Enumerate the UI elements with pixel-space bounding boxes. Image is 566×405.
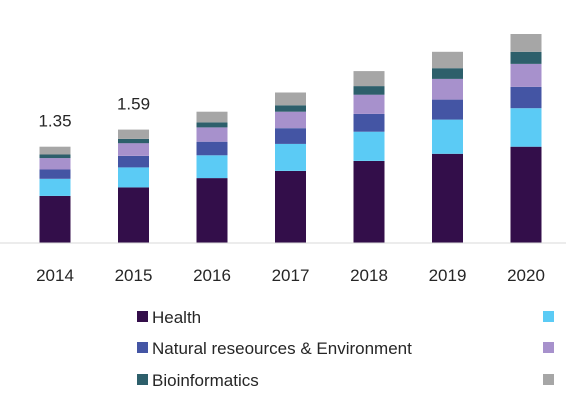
bar-segment-2014-series-3 (39, 169, 71, 179)
legend-swatch-series-5 (137, 374, 148, 385)
bar-segment-2014-series-5 (39, 154, 71, 159)
bar-segment-2018-series-5 (353, 86, 385, 95)
x-tick-label-2014: 2014 (36, 266, 74, 285)
x-tick-label-2016: 2016 (193, 266, 231, 285)
bar-segment-2016-series-3 (196, 141, 228, 156)
bar-segment-2019-series-5 (432, 68, 463, 79)
bar-segment-2015-series-1 (118, 187, 149, 243)
bar-segment-2016-series-5 (196, 122, 228, 128)
x-axis-ticks: 2014 2015 2016 2017 2018 2019 2020 (36, 266, 545, 285)
legend-swatch-series-3 (137, 342, 148, 353)
legend-swatch-series-2 (543, 311, 554, 322)
bar-segment-2019-series-2 (432, 119, 463, 154)
bar-segment-2017-series-5 (275, 105, 306, 112)
bar-segment-2014-series-1 (39, 195, 71, 243)
legend: Health Natural reseources & Environment Bi… (137, 308, 554, 390)
bar-segment-2014-series-4 (39, 158, 71, 170)
bar-segment-2015-series-4 (118, 143, 149, 156)
bar-segment-2019-series-4 (432, 78, 463, 100)
bar-segment-2017-series-3 (275, 128, 306, 144)
bar-segment-2017-series-4 (275, 111, 306, 129)
bar-segment-2017-series-1 (275, 171, 306, 243)
x-tick-label-2018: 2018 (350, 266, 388, 285)
bar-segment-2019-series-1 (432, 153, 463, 243)
bar-segment-2019-series-6 (432, 51, 463, 69)
x-tick-label-2019: 2019 (429, 266, 467, 285)
bar-segment-2016-series-6 (196, 111, 228, 123)
bar-segment-2018-series-3 (353, 113, 385, 132)
data-label-2015: 1.59 (117, 95, 150, 114)
legend-swatch-series-6 (543, 374, 554, 385)
data-label-2014: 1.35 (38, 112, 71, 131)
bar-segment-2020-series-2 (510, 108, 542, 147)
bar-segment-2018-series-6 (353, 71, 385, 87)
bar-segment-2015-series-2 (118, 167, 149, 188)
bar-segment-2015-series-6 (118, 129, 149, 139)
legend-label-series-3: Natural reseources & Environment (152, 339, 412, 358)
bar-segment-2016-series-1 (196, 178, 228, 243)
legend-label-series-5: Bioinformatics (152, 371, 259, 390)
x-tick-label-2015: 2015 (115, 266, 153, 285)
bar-segment-2020-series-4 (510, 64, 542, 87)
bar-segment-2020-series-3 (510, 86, 542, 109)
legend-swatch-series-1 (137, 311, 148, 322)
data-labels: 1.35 1.59 (38, 95, 150, 131)
bar-segment-2016-series-4 (196, 127, 228, 142)
bar-segment-2016-series-2 (196, 155, 228, 179)
bar-segment-2015-series-3 (118, 156, 149, 168)
bar-segment-2014-series-6 (39, 146, 71, 155)
bar-segment-2017-series-6 (275, 92, 306, 106)
bar-segment-2019-series-3 (432, 99, 463, 120)
bar-segment-2020-series-1 (510, 146, 542, 243)
bars-layer (39, 34, 542, 243)
bar-segment-2020-series-5 (510, 51, 542, 64)
bar-segment-2014-series-2 (39, 178, 71, 196)
bar-segment-2020-series-6 (510, 34, 542, 52)
bar-segment-2018-series-4 (353, 94, 385, 114)
x-tick-label-2020: 2020 (507, 266, 545, 285)
bar-segment-2018-series-1 (353, 161, 385, 243)
bar-segment-2018-series-2 (353, 131, 385, 161)
bar-segment-2015-series-5 (118, 138, 149, 144)
legend-swatch-series-4 (543, 342, 554, 353)
legend-label-series-1: Health (152, 308, 201, 327)
x-tick-label-2017: 2017 (272, 266, 310, 285)
bar-segment-2017-series-2 (275, 143, 306, 171)
